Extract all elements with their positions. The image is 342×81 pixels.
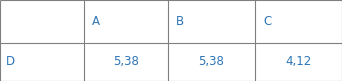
Text: C: C bbox=[263, 15, 272, 28]
Text: 4,12: 4,12 bbox=[285, 55, 312, 68]
Text: 5,38: 5,38 bbox=[198, 55, 224, 68]
Text: D: D bbox=[6, 55, 15, 68]
Text: B: B bbox=[176, 15, 184, 28]
Text: 5,38: 5,38 bbox=[113, 55, 139, 68]
Text: A: A bbox=[92, 15, 100, 28]
